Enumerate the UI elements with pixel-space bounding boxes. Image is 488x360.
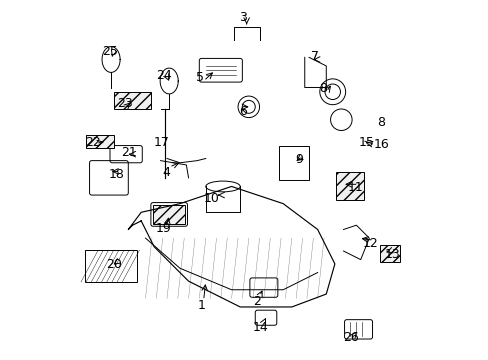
Text: 20: 20 <box>106 258 122 271</box>
Text: 3: 3 <box>239 11 246 24</box>
Text: 6: 6 <box>238 105 246 118</box>
Text: 10: 10 <box>203 192 219 205</box>
Text: 5: 5 <box>196 71 204 84</box>
Text: 26: 26 <box>342 332 358 345</box>
Bar <box>278 145 308 180</box>
Text: 8: 8 <box>377 116 385 129</box>
Text: 22: 22 <box>84 136 100 149</box>
Text: 19: 19 <box>155 222 171 235</box>
Bar <box>380 244 399 262</box>
Bar <box>86 135 114 148</box>
Text: 1: 1 <box>197 299 205 312</box>
Text: 4: 4 <box>162 166 170 179</box>
Bar <box>335 172 363 201</box>
Text: 23: 23 <box>117 97 132 110</box>
Text: 2: 2 <box>253 295 261 308</box>
Bar <box>114 92 151 109</box>
Text: 16: 16 <box>373 138 388 151</box>
Text: 21: 21 <box>121 147 137 159</box>
Text: 24: 24 <box>155 69 171 82</box>
Text: 25: 25 <box>102 45 118 58</box>
Text: 13: 13 <box>384 248 399 261</box>
Text: 11: 11 <box>346 181 362 194</box>
Text: 7: 7 <box>310 50 318 63</box>
Text: 17: 17 <box>153 136 169 149</box>
Text: 15: 15 <box>358 136 373 149</box>
Text: 18: 18 <box>108 168 124 181</box>
Text: 8: 8 <box>319 82 326 95</box>
Text: 14: 14 <box>252 321 268 334</box>
Text: 9: 9 <box>295 153 303 166</box>
Bar <box>85 250 137 282</box>
Bar <box>153 205 184 224</box>
Text: 12: 12 <box>362 237 378 250</box>
